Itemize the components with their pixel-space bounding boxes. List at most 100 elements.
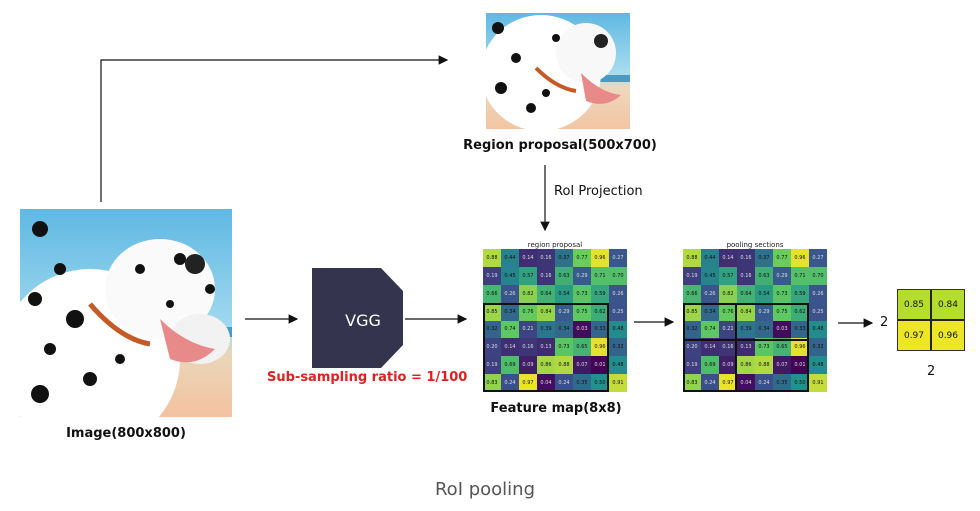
feature-map-cell: 0.26	[609, 284, 627, 303]
pooling-cell: 0.74	[701, 320, 719, 339]
pooling-cell: 0.37	[755, 249, 773, 267]
feature-map-cell: 0.65	[573, 338, 591, 357]
feature-map-cell: 0.32	[483, 320, 501, 339]
pooling-cell: 0.35	[773, 374, 791, 392]
image-label: Image(800x800)	[66, 426, 186, 441]
pooling-cell: 0.44	[701, 249, 719, 267]
pooling-cell: 0.91	[809, 374, 827, 392]
feature-map-cell: 0.88	[555, 356, 573, 375]
region-proposal-label: Region proposal(500x700)	[463, 138, 657, 153]
pooling-cell: 0.27	[809, 249, 827, 267]
feature-map-cell: 0.69	[501, 356, 519, 375]
pooling-cell: 0.54	[755, 284, 773, 303]
feature-map-cell: 0.21	[519, 320, 537, 339]
pooling-cell: 0.48	[809, 356, 827, 375]
pooling-cell: 0.19	[683, 266, 701, 285]
feature-map-cell: 0.33	[591, 320, 609, 339]
feature-map-cell: 0.14	[501, 338, 519, 357]
feature-map-cell: 0.54	[555, 284, 573, 303]
feature-map-cell: 0.16	[537, 266, 555, 285]
feature-map-cell: 0.75	[573, 302, 591, 321]
feature-map-cell: 0.97	[519, 374, 537, 392]
pooling-section-top-right	[735, 303, 809, 341]
feature-map-heatmap: 0.88 0.44 0.14 0.16 0.37 0.77 0.96 0.27 0.19 0.45…	[483, 249, 627, 392]
pooling-cell: 0.21	[719, 320, 737, 339]
image-to-region-arrow	[100, 55, 449, 202]
pooling-cell: 0.07	[773, 356, 791, 375]
feature-map-label: Feature map(8x8)	[490, 401, 622, 416]
feature-map-cell: 0.07	[573, 356, 591, 375]
feature-map-cell: 0.48	[609, 356, 627, 375]
feature-map-cell: 0.76	[519, 302, 537, 321]
pooled-cell: 0.97	[898, 321, 930, 350]
pooling-section-bottom-left	[683, 339, 737, 392]
pooling-cell: 0.20	[683, 338, 701, 357]
feature-map-cell: 0.64	[537, 284, 555, 303]
pooled-cell: 0.85	[898, 290, 930, 319]
pooling-cell: 0.96	[791, 338, 809, 357]
feature-map-cell: 0.63	[555, 266, 573, 285]
feature-map-cell: 0.34	[501, 302, 519, 321]
feature-map-cell: 0.50	[591, 374, 609, 392]
pooling-cell: 0.25	[809, 302, 827, 321]
pooling-cell: 0.96	[791, 249, 809, 267]
pooling-cell: 0.09	[719, 356, 737, 375]
pooling-cell: 0.86	[737, 356, 755, 375]
feature-map-cell: 0.82	[519, 284, 537, 303]
feature-map-cell: 0.48	[609, 320, 627, 339]
roi-projection-label: RoI Projection	[554, 184, 643, 199]
pooling-cell: 0.69	[701, 356, 719, 375]
pooling-cell: 0.73	[755, 338, 773, 357]
pooling-cell: 0.62	[791, 302, 809, 321]
feature-map-cell: 0.35	[573, 374, 591, 392]
feature-map-cell: 0.27	[609, 249, 627, 267]
vgg-box	[312, 268, 403, 368]
feature-map-cell: 0.03	[573, 320, 591, 339]
feature-map-cell: 0.45	[501, 266, 519, 285]
pooling-cell: 0.66	[683, 284, 701, 303]
feature-map-cell: 0.83	[483, 374, 501, 392]
feature-map-cell: 0.09	[519, 356, 537, 375]
feature-map-cell: 0.16	[519, 338, 537, 357]
pooling-section-bottom-right	[735, 339, 809, 392]
feature-map-cell: 0.25	[609, 302, 627, 321]
pooling-cell: 0.76	[719, 302, 737, 321]
pooling-cell: 0.83	[683, 374, 701, 392]
feature-map-cell: 0.13	[537, 338, 555, 357]
pooling-sections-heatmap: 0.88 0.44 0.14 0.16 0.37 0.77 0.96 0.27 0.19 0.45…	[683, 249, 827, 392]
feature-map-cell: 0.84	[537, 302, 555, 321]
pooling-cell: 0.71	[791, 266, 809, 285]
heatmap-region-title: region proposal	[527, 241, 583, 249]
feature-map-cell: 0.01	[591, 356, 609, 375]
pooling-cell: 0.34	[701, 302, 719, 321]
feature-map-cell: 0.32	[609, 338, 627, 357]
feature-map-cell: 0.71	[591, 266, 609, 285]
pooling-cell: 0.03	[773, 320, 791, 339]
pooling-cell: 0.04	[737, 374, 755, 392]
input-image	[20, 209, 232, 417]
pooling-cell: 0.34	[755, 320, 773, 339]
heatmap-pooling-title: pooling sections	[726, 241, 784, 249]
feature-map-cell: 0.29	[555, 302, 573, 321]
pooling-cell: 0.14	[701, 338, 719, 357]
pooling-cell: 0.16	[719, 338, 737, 357]
feature-map-cell: 0.44	[501, 249, 519, 267]
feature-map-cell: 0.24	[501, 374, 519, 392]
feature-map-cell: 0.20	[483, 338, 501, 357]
pooling-cell: 0.16	[737, 266, 755, 285]
pooling-cell: 0.48	[809, 320, 827, 339]
diagram-caption: RoI pooling	[434, 479, 536, 500]
pooled-output-grid: 0.85 0.84 0.97 0.96	[897, 289, 965, 351]
pooling-cell: 0.45	[701, 266, 719, 285]
pooling-cell: 0.64	[737, 284, 755, 303]
feature-map-cell: 0.88	[483, 249, 501, 267]
subsampling-label: Sub-sampling ratio = 1/100	[267, 370, 468, 385]
region-proposal-image	[486, 13, 630, 129]
feature-map-cell: 0.19	[483, 356, 501, 375]
feature-map-cell: 0.86	[537, 356, 555, 375]
feature-map-cell: 0.96	[591, 249, 609, 267]
feature-map-cell: 0.37	[555, 249, 573, 267]
pooling-cell: 0.33	[791, 320, 809, 339]
pooling-cell: 0.82	[719, 284, 737, 303]
pooling-cell: 0.26	[701, 284, 719, 303]
